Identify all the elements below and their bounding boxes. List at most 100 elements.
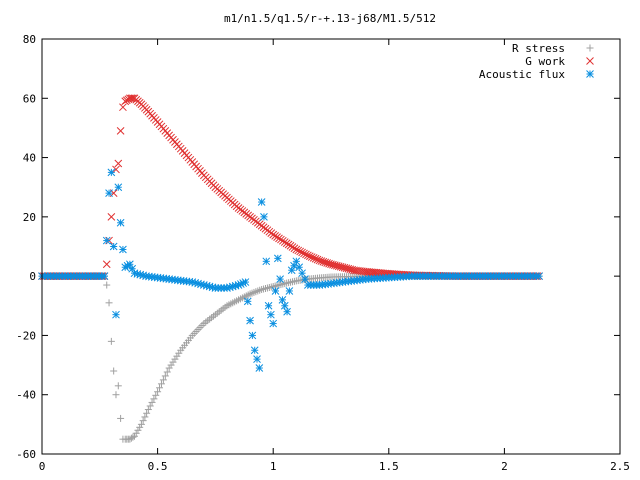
data-point: [300, 249, 308, 258]
legend-label: R stress: [512, 42, 565, 55]
data-point: [535, 272, 543, 280]
data-point: [132, 429, 140, 437]
data-point: [302, 250, 310, 259]
data-point: [116, 218, 125, 227]
data-point: [134, 426, 142, 434]
data-point: [262, 257, 271, 266]
data-point: [157, 380, 165, 388]
data-point: [137, 420, 145, 428]
data-point: [163, 368, 171, 376]
data-points: [38, 94, 543, 443]
data-point: [136, 423, 144, 431]
data-point: [116, 127, 125, 135]
data-point: [253, 355, 261, 363]
data-point: [269, 319, 278, 328]
data-point: [283, 307, 291, 316]
data-point: [117, 414, 125, 422]
y-tick-label: 60: [23, 92, 36, 105]
data-point: [267, 310, 275, 319]
data-point: [109, 242, 118, 251]
y-tick-label: -60: [16, 448, 36, 461]
x-tick-label: 2: [501, 460, 508, 473]
chart-title: m1/n1.5/q1.5/r-+.13-j68/M1.5/512: [224, 12, 436, 25]
data-point: [114, 382, 122, 390]
data-point: [100, 272, 109, 280]
data-point: [139, 417, 147, 425]
x-tick-label: 0: [39, 460, 46, 473]
data-point: [248, 331, 257, 340]
data-point: [191, 278, 200, 287]
data-point: [250, 346, 259, 355]
data-point: [143, 409, 151, 417]
y-tick-label: -40: [16, 389, 36, 402]
legend-marker: [586, 44, 594, 52]
y-tick-label: 40: [23, 152, 36, 165]
y-tick-label: -20: [16, 329, 36, 342]
data-point: [144, 406, 152, 414]
data-point: [119, 245, 127, 254]
data-point: [255, 364, 264, 372]
data-point: [298, 269, 306, 278]
x-tick-label: 2.5: [610, 460, 630, 473]
data-point: [309, 254, 318, 262]
data-point: [241, 278, 250, 286]
data-point: [246, 316, 254, 325]
data-point: [295, 263, 304, 272]
x-tick-label: 0.5: [148, 460, 168, 473]
y-tick-label: 0: [29, 270, 36, 283]
data-point: [298, 248, 306, 257]
data-point: [114, 159, 123, 168]
data-point: [243, 297, 252, 306]
data-point: [114, 183, 123, 192]
legend-label: G work: [525, 55, 565, 68]
y-tick-label: 80: [23, 33, 36, 46]
x-tick-label: 1.5: [379, 460, 399, 473]
data-point: [296, 247, 305, 256]
data-point: [260, 213, 268, 221]
legend-marker: [586, 57, 594, 65]
data-point: [103, 281, 111, 289]
data-point: [156, 384, 164, 392]
data-point: [141, 413, 149, 421]
data-point: [127, 94, 136, 103]
data-point: [112, 310, 120, 319]
data-point: [146, 402, 154, 410]
data-point: [280, 301, 289, 310]
data-point: [150, 395, 158, 403]
data-point: [305, 252, 314, 261]
plot-frame: [41, 38, 621, 455]
legend-label: Acoustic flux: [479, 68, 565, 81]
data-point: [107, 213, 116, 221]
data-point: [110, 367, 118, 375]
data-point: [107, 168, 116, 177]
data-point: [285, 287, 294, 295]
data-point: [154, 388, 162, 396]
data-point: [129, 433, 137, 441]
data-point: [102, 260, 111, 269]
data-point: [311, 254, 320, 263]
data-point: [159, 376, 167, 384]
data-point: [105, 189, 113, 197]
data-point: [264, 301, 273, 310]
series-acoustic-flux: [38, 168, 543, 372]
data-point: [273, 254, 282, 263]
data-point: [292, 245, 301, 254]
data-point: [304, 251, 312, 260]
legend-marker: [586, 70, 594, 78]
x-tick-label: 1: [270, 460, 277, 473]
data-point: [130, 432, 138, 440]
data-point: [112, 391, 120, 399]
data-point: [152, 391, 160, 399]
data-point: [276, 275, 284, 283]
data-point: [102, 236, 111, 245]
data-point: [112, 165, 120, 174]
data-point: [257, 198, 266, 206]
data-point: [107, 337, 115, 345]
data-point: [278, 296, 287, 304]
y-tick-label: 20: [23, 211, 36, 224]
data-point: [119, 103, 127, 112]
data-point: [105, 299, 113, 307]
